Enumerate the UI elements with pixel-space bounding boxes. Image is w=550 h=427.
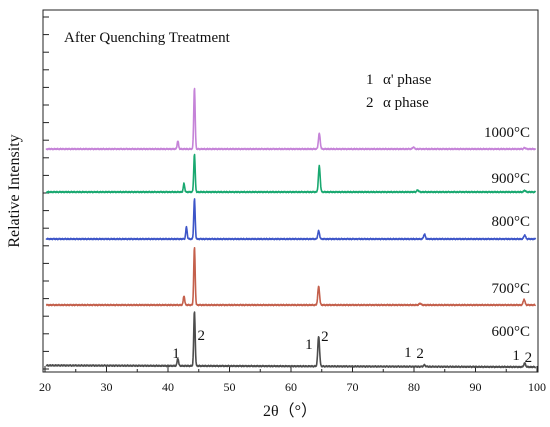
x-tick-label-40: 40 — [162, 380, 174, 394]
series-label-700°C: 700°C — [491, 281, 530, 297]
x-tick-label-80: 80 — [408, 380, 420, 394]
x-tick-label-70: 70 — [347, 380, 359, 394]
peak-label-6: 1 — [512, 348, 520, 364]
series-label-600°C: 600°C — [491, 324, 530, 340]
y-axis-ticks — [43, 16, 49, 370]
peak-label-2: 1 — [305, 337, 313, 353]
series-line-600°C — [45, 311, 537, 369]
x-tick-label-60: 60 — [285, 380, 297, 394]
legend-marker-2: 2 — [366, 95, 374, 111]
series-line-800°C — [45, 198, 537, 241]
peak-label-1: 2 — [197, 328, 205, 344]
series-label-900°C: 900°C — [491, 171, 530, 187]
x-axis-label: 2θ（°） — [263, 402, 317, 420]
x-tick-label-20: 20 — [39, 380, 51, 394]
series-line-900°C — [45, 153, 537, 194]
legend-marker-1: 1 — [366, 72, 374, 88]
series-layer: 600°C 700°C 800°C 900°C 1000°C — [45, 87, 537, 369]
series-label-1000°C: 1000°C — [484, 125, 530, 141]
peak-label-5: 2 — [416, 346, 424, 362]
x-tick-label-100: 100 — [528, 380, 546, 394]
legend-text-1: α' phase — [383, 72, 432, 88]
peak-labels: 121 21 2 1 2 — [172, 328, 532, 366]
series-line-1000°C — [45, 87, 537, 151]
peak-label-4: 1 — [404, 345, 412, 361]
x-tick-label-50: 50 — [224, 380, 236, 394]
x-axis-ticks: 20 30 40 50 60 70 80 90 100 — [39, 366, 546, 394]
x-tick-label-90: 90 — [470, 380, 482, 394]
peak-label-7: 2 — [525, 350, 533, 366]
peak-label-3: 2 — [321, 329, 329, 345]
series-label-800°C: 800°C — [491, 214, 530, 230]
y-axis-label: Relative Intensity — [6, 134, 23, 247]
peak-label-0: 1 — [172, 346, 180, 362]
chart-title: After Quenching Treatment — [64, 30, 231, 46]
legend-text-2: α phase — [383, 95, 429, 111]
series-line-700°C — [45, 246, 537, 307]
x-tick-label-30: 30 — [101, 380, 113, 394]
